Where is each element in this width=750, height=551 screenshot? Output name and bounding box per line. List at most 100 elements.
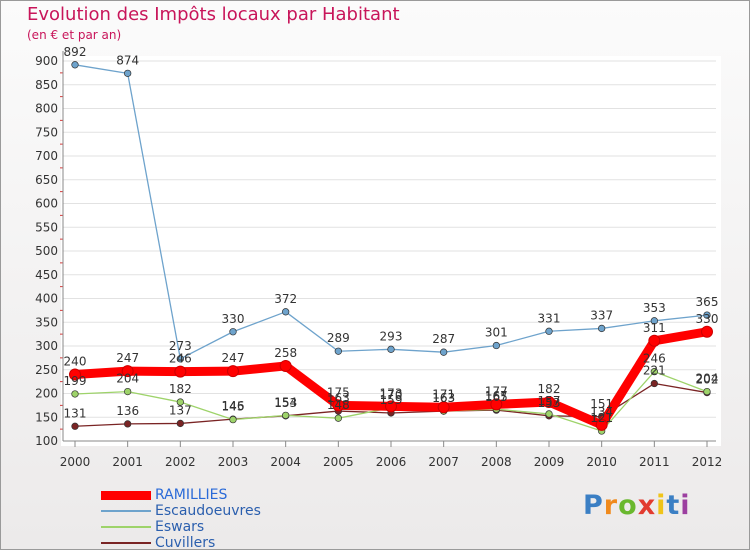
data-label: 175 [327, 385, 350, 399]
data-label: 148 [327, 398, 350, 412]
data-label: 246 [169, 352, 192, 366]
data-label: 311 [643, 321, 666, 335]
y-tick-label: 400 [35, 292, 58, 306]
y-tick-label: 550 [35, 220, 58, 234]
data-label: 163 [432, 391, 455, 405]
data-label: 173 [380, 386, 403, 400]
data-label: 301 [485, 326, 508, 340]
data-label: 204 [116, 372, 139, 386]
data-point-ramillies [385, 400, 397, 413]
y-tick-label: 700 [35, 149, 58, 163]
data-label: 273 [169, 339, 192, 353]
logo-letter: i [656, 490, 667, 521]
data-label: 159 [380, 393, 403, 407]
legend-label: Eswars [155, 519, 205, 535]
data-label: 134 [590, 405, 613, 419]
data-point-escaudoeuvres [71, 61, 79, 69]
x-tick-label: 2000 [60, 455, 91, 469]
y-tick-label: 800 [35, 102, 58, 116]
logo-letter: t [666, 490, 681, 521]
data-point-cuvillers [124, 420, 132, 428]
data-point-eswars [71, 390, 79, 398]
x-tick-label: 2003 [218, 455, 249, 469]
data-label: 330 [696, 312, 719, 326]
data-point-ramillies [648, 334, 661, 347]
data-label: 365 [696, 295, 719, 309]
y-tick-label: 600 [35, 197, 58, 211]
data-label: 170 [380, 388, 403, 402]
legend-label: RAMILLIES [155, 487, 228, 503]
data-label: 258 [274, 346, 297, 360]
logo-letter: P [583, 490, 604, 521]
data-label: 157 [538, 394, 561, 408]
legend-swatch [101, 510, 151, 512]
data-label: 353 [643, 301, 666, 315]
x-tick-label: 2008 [481, 455, 512, 469]
data-point-escaudoeuvres [440, 348, 448, 356]
y-tick-label: 450 [35, 268, 58, 282]
data-label: 165 [485, 390, 508, 404]
data-label: 137 [169, 403, 192, 417]
data-point-ramillies [174, 365, 187, 378]
data-point-escaudoeuvres [545, 327, 553, 335]
data-point-escaudoeuvres [229, 328, 237, 336]
data-label: 874 [116, 53, 139, 67]
y-tick-label: 200 [35, 387, 58, 401]
data-label: 330 [222, 312, 245, 326]
x-tick-label: 2007 [428, 455, 459, 469]
data-point-ramillies [332, 399, 345, 412]
data-label: 151 [590, 397, 613, 411]
data-point-eswars [703, 387, 711, 396]
data-label: 131 [64, 406, 87, 420]
data-label: 177 [485, 384, 508, 398]
legend-item-eswars: Eswars [101, 519, 261, 535]
y-tick-label: 750 [35, 125, 58, 139]
data-point-ramillies [121, 365, 134, 378]
data-point-escaudoeuvres [492, 341, 500, 350]
y-tick-label: 900 [35, 54, 58, 68]
data-label: 146 [222, 399, 245, 413]
data-point-ramillies [490, 398, 503, 411]
x-tick-label: 2011 [639, 455, 670, 469]
x-tick-label: 2005 [323, 455, 354, 469]
data-point-escaudoeuvres [703, 311, 711, 319]
data-label: 246 [643, 352, 666, 366]
proxiti-logo: Proxiti [583, 490, 691, 521]
data-point-ramillies [69, 368, 81, 381]
data-label: 121 [590, 411, 613, 425]
data-label: 331 [538, 311, 561, 325]
data-point-ramillies [227, 365, 239, 378]
logo-letter: o [618, 490, 638, 521]
data-label: 163 [327, 391, 350, 405]
data-point-cuvillers [650, 379, 658, 388]
data-point-escaudoeuvres [650, 317, 658, 325]
x-tick-label: 2006 [376, 455, 407, 469]
data-point-eswars [176, 398, 184, 406]
data-point-escaudoeuvres [598, 324, 606, 333]
data-label: 154 [274, 395, 297, 409]
data-label: 289 [327, 331, 350, 345]
data-label: 171 [432, 387, 455, 401]
data-label: 372 [274, 292, 297, 306]
data-label: 145 [222, 400, 245, 414]
data-label: 199 [64, 374, 87, 388]
data-label: 163 [432, 391, 455, 405]
x-tick-label: 2012 [692, 455, 723, 469]
legend-label: Cuvillers [155, 535, 216, 551]
data-point-eswars [282, 411, 290, 420]
data-point-eswars [334, 414, 342, 422]
chart-title: Evolution des Impôts locaux par Habitant [27, 4, 400, 25]
data-label: 240 [64, 355, 87, 369]
data-point-escaudoeuvres [387, 345, 395, 353]
data-point-eswars [124, 387, 132, 396]
data-label: 202 [696, 373, 719, 387]
data-label: 182 [169, 382, 192, 396]
y-tick-label: 500 [35, 244, 58, 258]
logo-letter: r [603, 490, 619, 521]
y-tick-label: 850 [35, 78, 58, 92]
data-label: 167 [485, 389, 508, 403]
data-point-escaudoeuvres [334, 347, 342, 355]
legend-label: Escaudoeuvres [155, 503, 261, 519]
data-label: 287 [432, 332, 455, 346]
